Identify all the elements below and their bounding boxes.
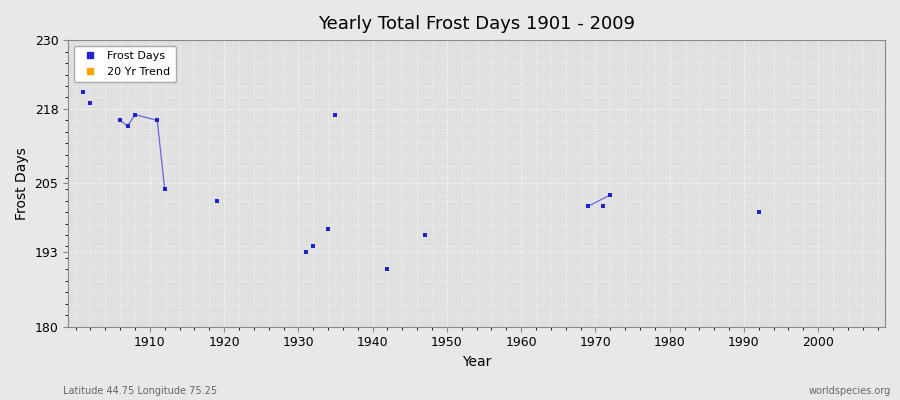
Point <box>328 112 343 118</box>
Point <box>121 123 135 129</box>
Point <box>418 232 432 238</box>
Point <box>381 266 395 273</box>
Point <box>299 249 313 256</box>
Point <box>76 88 90 95</box>
Point <box>603 192 617 198</box>
Point <box>210 198 224 204</box>
Legend: Frost Days, 20 Yr Trend: Frost Days, 20 Yr Trend <box>74 46 176 82</box>
Text: Latitude 44.75 Longitude 75.25: Latitude 44.75 Longitude 75.25 <box>63 386 217 396</box>
Point <box>112 117 127 124</box>
Title: Yearly Total Frost Days 1901 - 2009: Yearly Total Frost Days 1901 - 2009 <box>318 15 635 33</box>
X-axis label: Year: Year <box>462 355 491 369</box>
Point <box>321 226 336 232</box>
Point <box>128 112 142 118</box>
Point <box>580 203 595 210</box>
Point <box>158 186 172 192</box>
Point <box>83 100 97 106</box>
Point <box>596 203 610 210</box>
Text: worldspecies.org: worldspecies.org <box>809 386 891 396</box>
Point <box>150 117 165 124</box>
Point <box>752 209 766 215</box>
Y-axis label: Frost Days: Frost Days <box>15 147 29 220</box>
Point <box>306 243 320 250</box>
Point <box>603 192 617 198</box>
